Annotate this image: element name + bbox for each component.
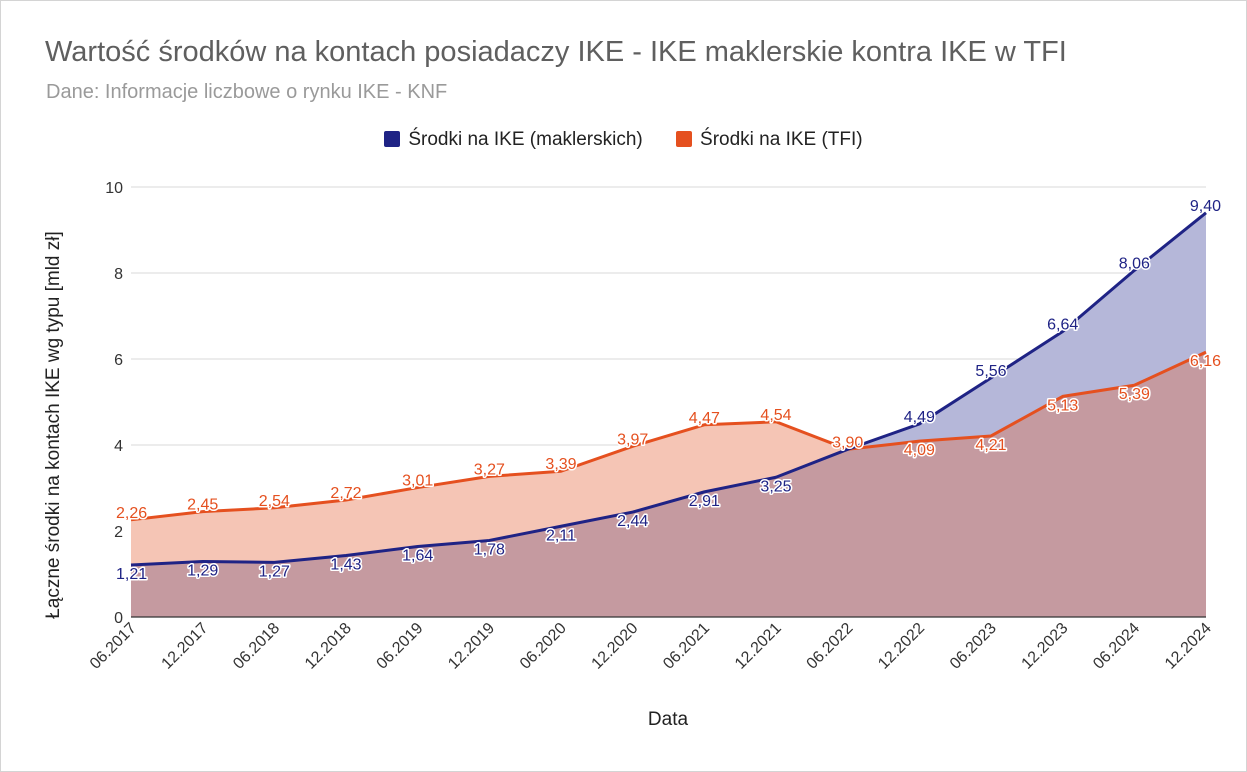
data-label: 1,64 <box>402 547 433 564</box>
data-label: 3,27 <box>474 461 505 478</box>
data-label: 1,27 <box>259 563 290 580</box>
x-tick-label: 12.2022 <box>875 620 928 673</box>
x-tick-label: 12.2019 <box>445 620 498 673</box>
x-tick-label: 12.2020 <box>589 620 642 673</box>
y-tick-label: 6 <box>114 352 123 369</box>
legend-swatch-maklerskie <box>384 131 401 147</box>
data-label: 2,54 <box>259 493 290 510</box>
x-axis-title: Data <box>648 709 689 730</box>
data-label: 5,56 <box>975 363 1006 380</box>
data-label: 1,78 <box>474 541 505 558</box>
data-label: 1,29 <box>187 563 218 580</box>
data-label: 5,13 <box>1047 397 1078 414</box>
data-label: 4,47 <box>689 410 720 427</box>
x-tick-label: 06.2020 <box>517 620 570 673</box>
data-label: 1,43 <box>330 557 361 574</box>
legend-label-tfi: Środki na IKE (TFI) <box>700 129 863 150</box>
y-axis-title: Łączne środki na kontach IKE wg typu [ml… <box>43 231 64 619</box>
data-label: 9,40 <box>1190 198 1221 215</box>
x-tick-label: 06.2021 <box>660 620 713 673</box>
data-label: 5,39 <box>1119 386 1150 403</box>
x-tick-label: 12.2023 <box>1019 620 1072 673</box>
legend-label-maklerskie: Środki na IKE (maklerskich) <box>408 129 643 150</box>
x-tick-label: 06.2019 <box>374 620 427 673</box>
y-tick-label: 2 <box>114 524 123 541</box>
x-tick-label: 06.2023 <box>947 620 1000 673</box>
area-overlap <box>131 352 1206 617</box>
data-label: 2,11 <box>546 527 576 544</box>
data-label: 3,97 <box>617 431 648 448</box>
data-label: 4,54 <box>760 407 791 424</box>
legend-item-maklerskie: Środki na IKE (maklerskich) <box>384 129 643 151</box>
legend-swatch-tfi <box>676 131 693 147</box>
chart-subtitle: Dane: Informacje liczbowe o rynku IKE - … <box>46 81 448 103</box>
data-label: 3,90 <box>832 434 863 451</box>
x-tick-label: 06.2018 <box>230 620 283 673</box>
data-label: 2,44 <box>617 513 648 530</box>
x-tick-label: 06.2022 <box>804 620 857 673</box>
y-tick-label: 8 <box>114 266 123 283</box>
x-tick-label: 06.2024 <box>1090 620 1143 673</box>
data-label: 6,64 <box>1047 316 1078 333</box>
y-tick-label: 0 <box>114 610 123 627</box>
area-fills <box>131 212 1206 618</box>
data-label: 6,16 <box>1190 353 1221 370</box>
data-label: 2,91 <box>689 493 720 510</box>
line-maklerskie <box>130 211 1207 567</box>
x-tick-label: 12.2021 <box>732 620 785 673</box>
data-label: 4,49 <box>904 409 935 426</box>
y-tick-label: 4 <box>114 438 123 455</box>
series-lines <box>130 211 1207 567</box>
chart-title: Wartość środków na kontach posiadaczy IK… <box>45 36 1067 68</box>
data-label: 8,06 <box>1119 255 1150 272</box>
legend: Środki na IKE (maklerskich) Środki na IK… <box>0 129 1247 151</box>
data-label: 1,21 <box>116 566 147 583</box>
data-label: 2,26 <box>116 505 147 522</box>
data-label: 3,25 <box>760 478 791 495</box>
data-label: 4,21 <box>975 437 1006 454</box>
x-tick-label: 12.2024 <box>1162 620 1215 673</box>
data-label: 3,39 <box>545 456 576 473</box>
y-tick-label: 10 <box>105 180 123 197</box>
data-label: 2,45 <box>187 497 218 514</box>
data-label: 2,72 <box>330 485 361 502</box>
x-tick-label: 12.2017 <box>159 620 212 673</box>
data-label: 3,01 <box>402 473 433 490</box>
legend-item-tfi: Środki na IKE (TFI) <box>676 129 863 151</box>
line-tfi <box>130 350 1207 522</box>
x-tick-label: 12.2018 <box>302 620 355 673</box>
x-tick-label: 06.2017 <box>87 620 140 673</box>
data-labels: 1,21 1,29 1,27 1,43 1,64 1,78 2,11 2,44 2,91 3,25… <box>115 196 1223 584</box>
data-label: 4,09 <box>904 442 935 459</box>
